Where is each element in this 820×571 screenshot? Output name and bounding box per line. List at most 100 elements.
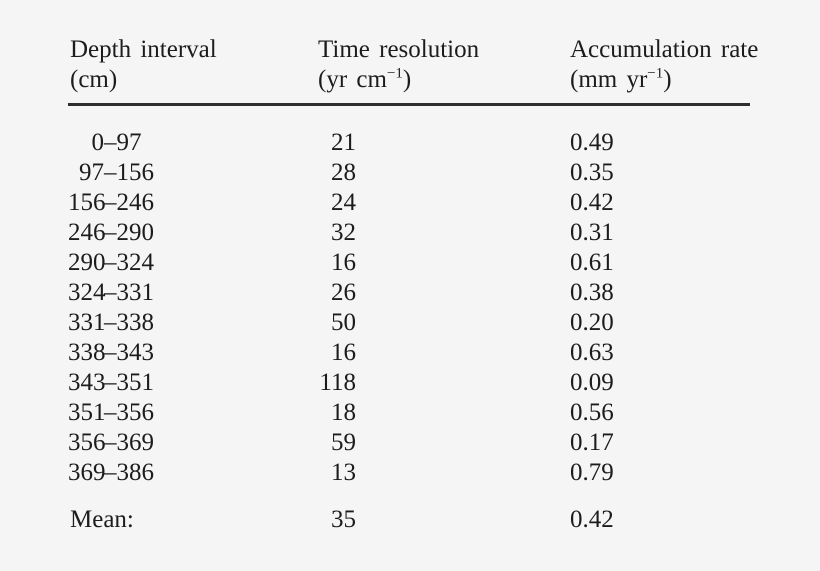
- time-resolution-value: 18: [331, 399, 356, 426]
- time-resolution-cell: 32: [318, 218, 570, 248]
- data-table: Depth interval (cm) Time resolution (yr …: [68, 35, 759, 536]
- interval-from: 97: [79, 159, 104, 186]
- time-resolution-value: 16: [331, 249, 356, 276]
- table-row: 290–324 16 0.61: [68, 248, 750, 278]
- time-resolution-cell: 59: [318, 428, 570, 458]
- time-resolution-cell: 16: [318, 248, 570, 278]
- column-header-time-resolution: Time resolution (yr cm−1): [318, 35, 570, 106]
- accumulation-rate-value: 0.63: [570, 339, 614, 366]
- time-resolution-cell: 26: [318, 278, 570, 308]
- time-resolution-value: 59: [331, 429, 356, 456]
- depth-interval-cell: 331–338: [68, 308, 318, 338]
- mean-label: Mean:: [70, 506, 134, 533]
- interval-from: 290: [68, 249, 106, 276]
- depth-interval-cell: 324–331: [68, 278, 318, 308]
- accumulation-rate-cell: 0.17: [570, 428, 750, 458]
- time-resolution-value: 16: [331, 339, 356, 366]
- depth-interval-cell: 156–246: [68, 188, 318, 218]
- accumulation-rate-value: 0.49: [570, 129, 614, 156]
- interval-dash: –: [104, 399, 117, 426]
- interval-dash: –: [104, 159, 117, 186]
- interval-dash: –: [104, 309, 117, 336]
- header-row: Depth interval (cm) Time resolution (yr …: [68, 35, 759, 106]
- time-resolution-cell: 21: [318, 105, 570, 159]
- interval-dash: –: [104, 129, 117, 156]
- accumulation-rate-value: 0.61: [570, 249, 614, 276]
- accumulation-rate-cell: 0.35: [570, 158, 750, 188]
- interval-dash: –: [104, 189, 117, 216]
- accumulation-rate-cell: 0.56: [570, 398, 750, 428]
- interval-to: 356: [116, 399, 155, 426]
- time-resolution-value: 13: [331, 459, 356, 486]
- table-row: 356–369 59 0.17: [68, 428, 750, 458]
- depth-interval-cell: 369–386: [68, 458, 318, 488]
- time-resolution-value: 21: [331, 129, 356, 156]
- table-row: 338–343 16 0.63: [68, 338, 750, 368]
- column-unit: (yr cm−1): [318, 65, 412, 93]
- interval-from: 338: [68, 339, 106, 366]
- interval-dash: –: [104, 279, 117, 306]
- accumulation-rate-value: 0.42: [570, 189, 614, 216]
- time-resolution-cell: 28: [318, 158, 570, 188]
- table-row: 351–356 18 0.56: [68, 398, 750, 428]
- interval-from: 369: [68, 459, 106, 486]
- interval-dash: –: [104, 339, 117, 366]
- depth-interval-cell: 0–97: [68, 105, 318, 159]
- interval-from: 0: [91, 129, 105, 156]
- time-resolution-value: 24: [331, 189, 356, 216]
- mean-row: Mean: 35 0.42: [68, 488, 750, 535]
- table-row: 156–246 24 0.42: [68, 188, 750, 218]
- depth-interval-cell: 343–351: [68, 368, 318, 398]
- time-resolution-cell: 13: [318, 458, 570, 488]
- accumulation-rate-cell: 0.63: [570, 338, 750, 368]
- time-resolution-cell: 118: [318, 368, 570, 398]
- interval-dash: –: [104, 219, 117, 246]
- interval-to: 246: [116, 189, 155, 216]
- accumulation-rate-value: 0.09: [570, 369, 614, 396]
- column-title: Depth interval: [70, 36, 217, 63]
- accumulation-rate-cell: 0.20: [570, 308, 750, 338]
- depth-interval-cell: 290–324: [68, 248, 318, 278]
- time-resolution-value: 118: [319, 369, 356, 396]
- interval-from: 351: [68, 399, 106, 426]
- column-unit: (cm): [70, 66, 118, 93]
- accumulation-rate-value: 0.31: [570, 219, 614, 246]
- depth-interval-cell: 351–356: [68, 398, 318, 428]
- interval-to: 324: [116, 249, 155, 276]
- table-row: 324–331 26 0.38: [68, 278, 750, 308]
- accumulation-rate-cell: 0.31: [570, 218, 750, 248]
- interval-to: 156: [116, 159, 155, 186]
- mean-accumulation-rate-cell: 0.42: [570, 488, 750, 535]
- accumulation-rate-value: 0.56: [570, 399, 614, 426]
- time-resolution-value: 32: [331, 219, 356, 246]
- interval-to: 97: [116, 129, 142, 156]
- accumulation-rate-cell: 0.79: [570, 458, 750, 488]
- interval-to: 343: [116, 339, 155, 366]
- table-header: Depth interval (cm) Time resolution (yr …: [68, 35, 759, 106]
- accumulation-rate-cell: 0.49: [570, 105, 750, 159]
- interval-from: 246: [68, 219, 106, 246]
- table-body: 0–97 21 0.49 97–156 28 0.35 156–246 24 0…: [68, 105, 750, 536]
- time-resolution-cell: 24: [318, 188, 570, 218]
- accumulation-rate-cell: 0.42: [570, 188, 750, 218]
- interval-from: 356: [68, 429, 106, 456]
- accumulation-rate-cell: 0.38: [570, 278, 750, 308]
- accumulation-rate-value: 0.35: [570, 159, 614, 186]
- interval-from: 331: [68, 309, 106, 336]
- table-figure: Depth interval (cm) Time resolution (yr …: [68, 35, 759, 536]
- table-row: 331–338 50 0.20: [68, 308, 750, 338]
- interval-dash: –: [104, 249, 117, 276]
- interval-to: 386: [116, 459, 155, 486]
- time-resolution-cell: 50: [318, 308, 570, 338]
- accumulation-rate-value: 0.79: [570, 459, 614, 486]
- table-row: 369–386 13 0.79: [68, 458, 750, 488]
- table-row: 97–156 28 0.35: [68, 158, 750, 188]
- time-resolution-cell: 16: [318, 338, 570, 368]
- interval-dash: –: [104, 429, 117, 456]
- interval-to: 290: [116, 219, 155, 246]
- depth-interval-cell: 246–290: [68, 218, 318, 248]
- interval-to: 351: [116, 369, 155, 396]
- accumulation-rate-cell: 0.09: [570, 368, 750, 398]
- column-title: Accumulation rate: [570, 36, 759, 63]
- table-row: 343–351 118 0.09: [68, 368, 750, 398]
